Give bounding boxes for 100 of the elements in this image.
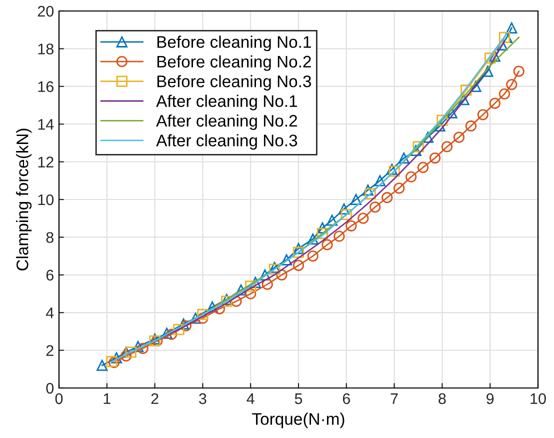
y-tick-label: 4	[46, 308, 54, 318]
point	[513, 66, 524, 77]
point	[394, 182, 405, 194]
point	[350, 194, 362, 206]
point	[230, 296, 242, 307]
point	[436, 114, 448, 126]
point	[498, 32, 510, 43]
point	[96, 360, 108, 371]
point	[292, 246, 304, 258]
point	[132, 340, 144, 352]
x-tick-label: 8	[438, 393, 446, 404]
y-tick-label: 0	[46, 382, 54, 394]
point	[470, 80, 482, 92]
point	[338, 203, 350, 214]
point	[340, 209, 352, 220]
point	[276, 269, 288, 280]
y-tick-label: 14	[38, 119, 54, 130]
y-tick-label: 10	[38, 194, 54, 206]
point	[484, 52, 496, 64]
point	[292, 260, 304, 272]
legend-label: After cleaning No.3	[156, 134, 298, 150]
y-tick-label: 20	[38, 6, 54, 17]
y-tick-label: 8	[46, 232, 54, 243]
point	[406, 171, 417, 182]
point	[477, 109, 488, 120]
point	[482, 66, 494, 77]
x-tick-label: 2	[151, 393, 158, 404]
point	[374, 175, 386, 186]
point	[458, 94, 470, 106]
legend-label: Before cleaning No.3	[157, 75, 311, 91]
point	[506, 22, 518, 34]
point	[245, 280, 256, 292]
legend-label: After cleaning No.1	[156, 94, 298, 110]
point	[382, 192, 393, 204]
legend-label: Before cleaning No.1	[157, 36, 311, 52]
y-tick-label: 6	[46, 270, 54, 281]
point	[334, 230, 345, 242]
point	[108, 356, 120, 368]
x-tick-label: 6	[342, 393, 350, 404]
point	[370, 201, 381, 213]
point	[489, 98, 500, 109]
point	[280, 254, 292, 266]
legend-label: Before cleaning No.2	[157, 55, 311, 71]
point	[316, 228, 328, 239]
point	[206, 301, 218, 312]
point	[446, 107, 458, 118]
x-tick-label: 4	[246, 393, 254, 404]
point	[326, 214, 338, 226]
point	[197, 312, 208, 324]
x-tick-label: 9	[486, 393, 494, 404]
point	[453, 132, 465, 143]
point	[441, 141, 453, 152]
y-tick-label: 18	[38, 44, 54, 54]
point	[173, 324, 184, 336]
point	[307, 234, 318, 245]
point	[166, 328, 178, 340]
point	[346, 220, 357, 232]
x-tick-label: 0	[55, 393, 63, 404]
point	[358, 212, 369, 224]
point	[106, 356, 118, 368]
x-tick-label: 1	[104, 393, 110, 404]
x-tick-label: 7	[390, 393, 398, 404]
point	[235, 284, 247, 296]
point	[292, 242, 304, 254]
point	[197, 308, 208, 320]
x-tick-label: 3	[199, 393, 206, 404]
point	[125, 346, 136, 358]
point	[386, 164, 398, 175]
point	[498, 88, 510, 100]
point	[496, 39, 508, 50]
x-tick-label: 10	[530, 393, 546, 404]
y-tick-label: 2	[46, 345, 54, 356]
point	[398, 152, 410, 164]
point	[307, 250, 318, 262]
point	[262, 278, 273, 290]
y-tick-label: 16	[38, 81, 54, 92]
y-axis-title: Clamping force(kN)	[16, 128, 32, 270]
point	[362, 184, 374, 196]
point	[465, 120, 476, 132]
point	[422, 132, 434, 143]
point	[259, 269, 271, 280]
x-tick-label: 5	[294, 393, 302, 404]
point	[110, 352, 122, 364]
point	[460, 84, 472, 96]
legend-label: After cleaning No.2	[156, 114, 297, 130]
point	[120, 350, 132, 362]
point	[412, 141, 424, 152]
point	[180, 320, 192, 332]
point	[137, 342, 148, 354]
point	[322, 239, 333, 250]
y-tick-label: 12	[38, 156, 54, 168]
point	[388, 166, 400, 177]
point	[245, 288, 256, 300]
point	[364, 188, 376, 200]
point	[417, 162, 429, 174]
point	[152, 335, 163, 346]
point	[250, 276, 261, 288]
x-axis-title: Torque(N·m)	[252, 412, 344, 428]
point	[506, 78, 518, 90]
point	[316, 222, 328, 234]
